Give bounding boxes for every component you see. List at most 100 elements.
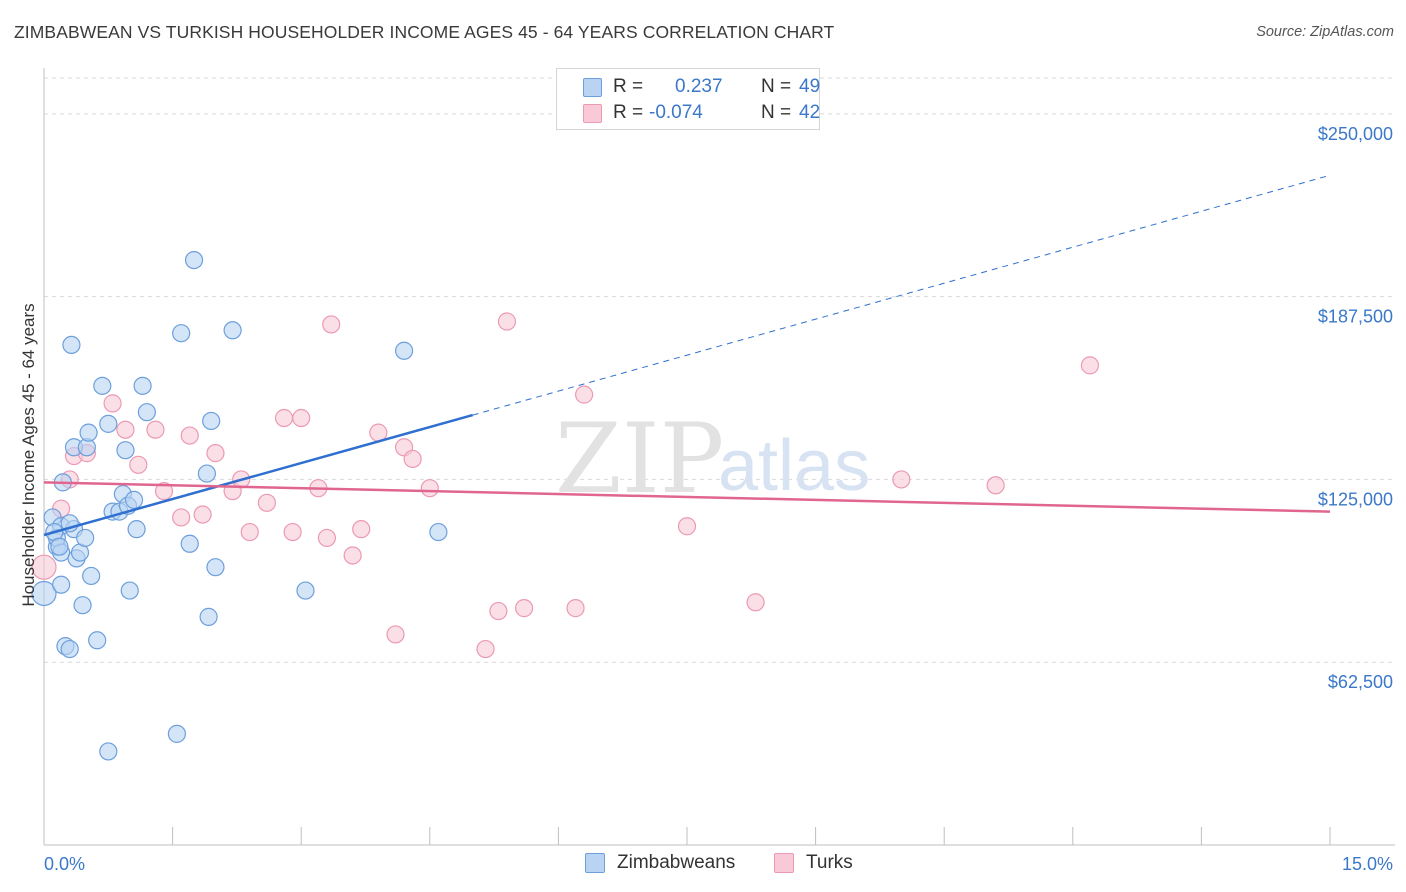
zimbabweans-point [199, 607, 218, 626]
zimbabweans-point [73, 596, 92, 615]
legend-swatch-zimbabweans [583, 78, 602, 97]
turks-point [746, 593, 765, 612]
zimbabweans-point [394, 341, 414, 360]
zimbabweans-point [50, 537, 69, 556]
turks-point [1080, 356, 1100, 375]
turks-point [154, 482, 174, 501]
y-tick-label: $62,500 [1328, 672, 1393, 692]
chart-title: ZIMBABWEAN VS TURKISH HOUSEHOLDER INCOME… [14, 22, 835, 42]
zimbabweans-point [172, 324, 191, 343]
correlation-legend: R = 0.237 N = 49 R = -0.074 N = 42 [556, 68, 820, 130]
zimbabweans-point [99, 414, 118, 433]
zimbabweans-point [133, 376, 152, 395]
watermark-atlas: atlas [718, 426, 870, 506]
bottom-legend-label-turks: Turks [806, 852, 853, 873]
turks-point [489, 601, 508, 621]
source-label: Source: ZipAtlas.com [1256, 24, 1394, 40]
zimbabweans-trend-line [43, 413, 474, 537]
zimbabweans-point [99, 742, 118, 761]
zimbabweans-point [52, 575, 71, 594]
y-tick-label: $187,500 [1318, 307, 1393, 327]
turks-point [986, 476, 1005, 495]
x-tick-label-max: 15.0% [1342, 854, 1393, 874]
zimbabweans-point [31, 580, 57, 607]
y-tick-label: $125,000 [1318, 489, 1393, 509]
bottom-legend-swatch-turks [774, 853, 794, 873]
zimbabweans-point [93, 376, 112, 395]
x-tick-labels: 0.0% 15.0% [44, 854, 1393, 874]
zimbabweans-point [79, 423, 98, 442]
zimbabweans-point [76, 528, 95, 548]
zimbabweans-point [429, 522, 448, 542]
zimbabweans-point [127, 520, 146, 539]
turks-point [317, 528, 337, 548]
turks-point [257, 493, 277, 512]
legend-swatch-turks [583, 104, 602, 123]
turks-point [180, 426, 199, 445]
turks-point [103, 394, 122, 413]
legend-r-label: R = [613, 102, 644, 123]
legend-n-label: N = [761, 76, 792, 97]
axes [43, 68, 1395, 846]
legend-n-value-zimbabweans: 49 [799, 76, 821, 97]
zimbabweans-point [184, 250, 204, 270]
turks-point [352, 520, 371, 539]
turks-point [515, 599, 534, 618]
bottom-legend-swatch-zimbabweans [585, 853, 605, 873]
zimbabweans-point [197, 464, 216, 483]
y-axis-label: Householder Income Ages 45 - 64 years [19, 303, 38, 606]
zimbabweans-point [167, 724, 186, 743]
grid-lines [44, 77, 1395, 663]
zimbabweans-point [62, 335, 81, 355]
turks-trend-line [43, 481, 1331, 513]
legend-n-value-turks: 42 [799, 102, 821, 123]
zimbabweans-point [137, 403, 156, 422]
turks-point [497, 312, 517, 331]
legend-r-value-zimbabweans: 0.237 [675, 76, 723, 97]
turks-point [575, 385, 594, 404]
zimbabweans-point [120, 581, 139, 600]
zimbabweans-points [31, 250, 448, 761]
zimbabweans-point [202, 411, 221, 431]
zimbabweans-point [82, 566, 101, 586]
zimbabweans-point [180, 534, 199, 553]
legend-r-value-turks: -0.074 [649, 102, 703, 123]
zimbabweans-point [206, 558, 225, 577]
zimbabweans-point [223, 321, 242, 340]
y-tick-label: $250,000 [1318, 124, 1393, 144]
turks-point [274, 408, 294, 428]
trend-lines [43, 174, 1331, 537]
turks-point [146, 420, 165, 439]
bottom-legend-label-zimbabweans: Zimbabweans [617, 852, 736, 873]
x-tick-label-min: 0.0% [44, 854, 85, 874]
turks-point [343, 546, 362, 565]
turks-point [31, 554, 57, 580]
turks-point [116, 420, 135, 439]
turks-point [420, 479, 439, 498]
turks-point [677, 517, 697, 536]
legend-n-label: N = [761, 102, 792, 123]
turks-point [386, 625, 405, 644]
turks-point [292, 408, 311, 428]
zimbabweans-trend-extension [472, 174, 1331, 416]
turks-point [240, 522, 259, 542]
zimbabweans-point [296, 581, 315, 600]
turks-point [193, 505, 212, 524]
turks-point [172, 508, 191, 527]
turks-point [322, 315, 341, 334]
turks-point [476, 639, 495, 659]
zimbabweans-point [124, 490, 144, 510]
turks-point [206, 444, 225, 463]
y-tick-labels: $62,500 $125,000 $187,500 $250,000 [1318, 124, 1393, 692]
turks-point [129, 455, 148, 474]
legend-r-label: R = [613, 76, 644, 97]
zimbabweans-point [60, 639, 79, 659]
turks-point [403, 449, 422, 469]
turks-point [892, 470, 911, 489]
turks-points [31, 312, 1100, 659]
zimbabweans-point [116, 441, 135, 460]
turks-point [283, 522, 302, 542]
turks-point [566, 599, 585, 618]
zimbabweans-point [88, 631, 107, 650]
